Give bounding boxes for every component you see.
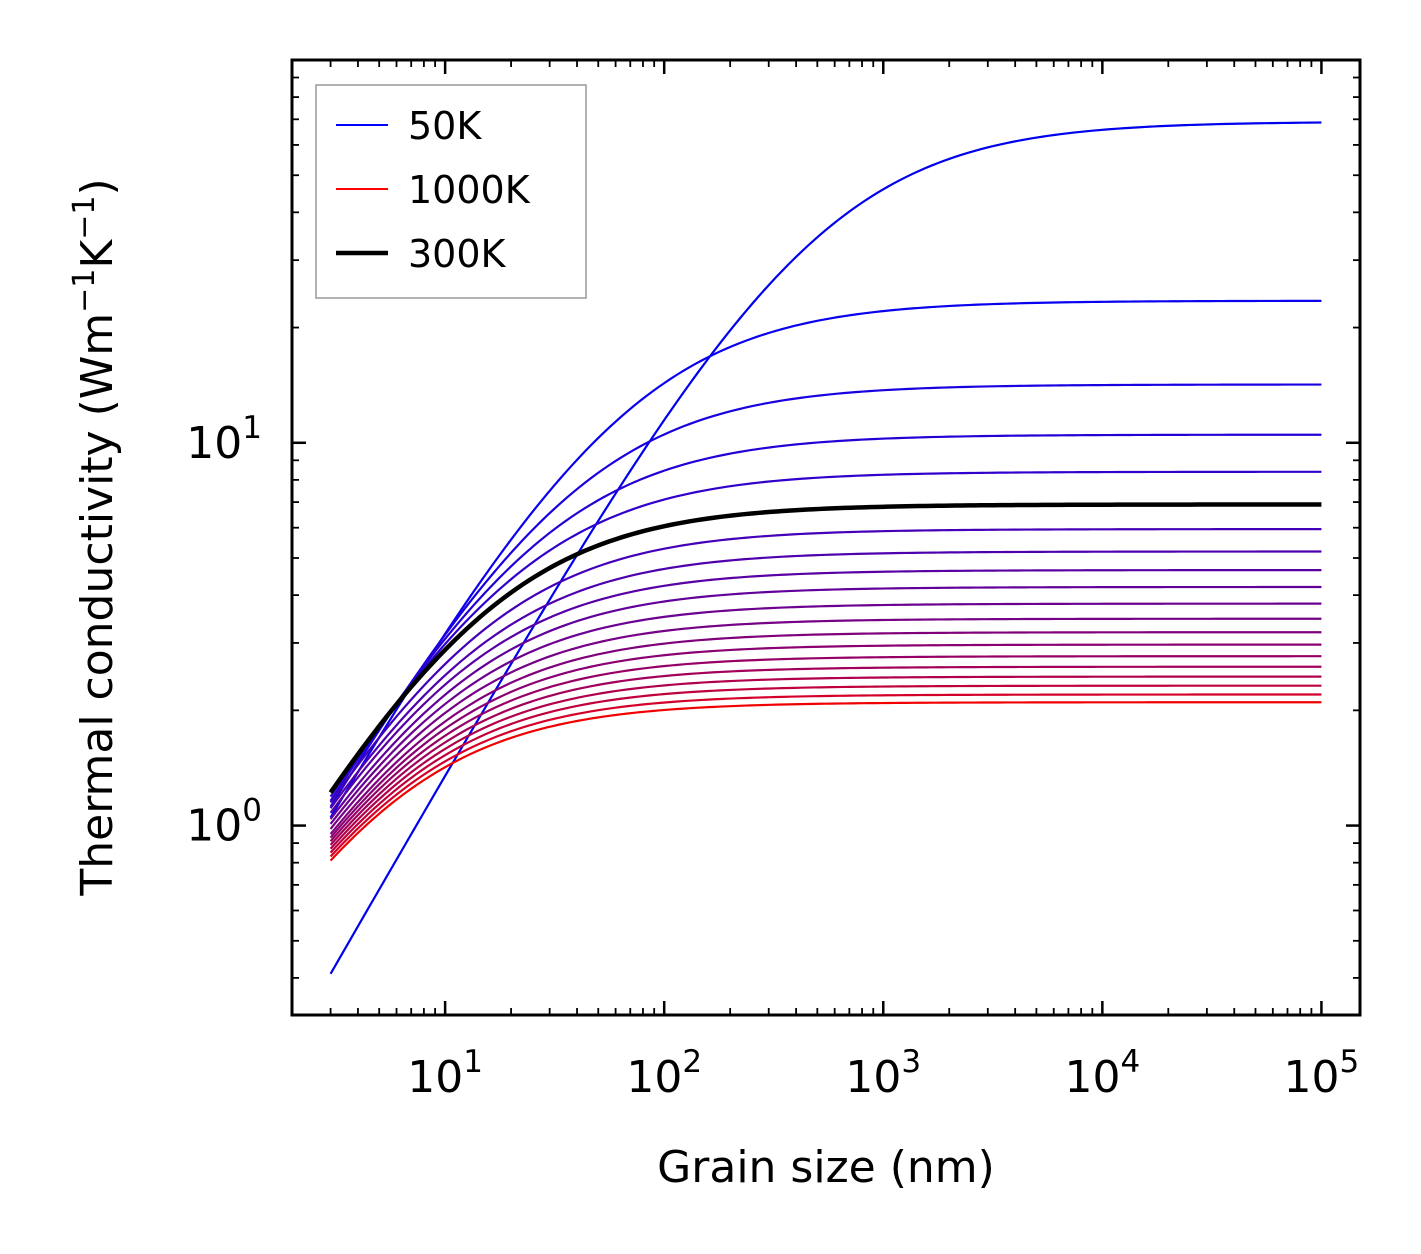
legend-label-1000k: 1000K (408, 168, 531, 212)
x-tick-label: 102 (626, 1044, 702, 1103)
series-line-700k (329, 643, 1322, 839)
series-line-200k (329, 433, 1322, 802)
series-line-1000k (329, 701, 1322, 862)
legend-label-300k: 300K (408, 232, 507, 276)
series-line-600k (329, 617, 1322, 830)
y-tick-base: 10 (186, 418, 242, 469)
series-line-950k (329, 693, 1322, 858)
x-tick-label: 105 (1284, 1044, 1360, 1103)
x-tick-exponent: 5 (1340, 1044, 1360, 1080)
series-line-550k (329, 602, 1322, 825)
legend-label-50k: 50K (408, 104, 482, 148)
y-tick-base: 10 (186, 801, 242, 852)
x-tick-base: 10 (1284, 1052, 1340, 1103)
series-line-750k (329, 655, 1322, 842)
series-line-150k (329, 383, 1322, 808)
series-layer (328, 121, 1322, 975)
y-axis-title-sup1: −1 (67, 269, 102, 313)
x-tick-label: 104 (1064, 1044, 1140, 1103)
tick-layer (291, 58, 1360, 1015)
x-tick-base: 10 (626, 1052, 682, 1103)
x-tick-label: 101 (407, 1044, 483, 1103)
x-tick-label: 103 (845, 1044, 921, 1103)
plot-frame (290, 58, 1362, 1017)
series-line-450k (329, 569, 1322, 814)
series-line-300k (328, 502, 1322, 794)
series-line-850k (329, 675, 1322, 850)
series-line-350k (329, 528, 1322, 803)
y-tick-exponent: 0 (242, 793, 262, 829)
series-line-400k (329, 550, 1322, 809)
series-line-100k (329, 299, 1322, 819)
series-line-800k (329, 665, 1322, 846)
y-axis-title-main: Thermal conductivity (Wm (72, 313, 123, 897)
series-line-900k (329, 684, 1322, 854)
x-tick-base: 10 (407, 1052, 463, 1103)
x-tick-exponent: 3 (901, 1044, 921, 1080)
legend-box (315, 84, 587, 299)
x-tick-base: 10 (845, 1052, 901, 1103)
y-axis-title-sup2: −1 (67, 196, 102, 240)
x-tick-exponent: 2 (682, 1044, 702, 1080)
y-tick-label: 101 (186, 410, 262, 469)
legend: 50K 1000K 300K (315, 84, 587, 299)
x-axis-title: Grain size (nm) (657, 1142, 995, 1193)
x-tick-exponent: 4 (1120, 1044, 1140, 1080)
y-axis-title-end: ) (72, 178, 123, 195)
y-tick-exponent: 1 (242, 410, 262, 446)
x-tick-exponent: 1 (463, 1044, 483, 1080)
x-tick-labels: 101 102 103 104 105 (407, 1044, 1359, 1103)
y-axis-title: Thermal conductivity (Wm−1K−1) (67, 178, 123, 896)
y-axis-title-mid: K (72, 239, 123, 269)
series-line-500k (329, 585, 1322, 820)
series-line-250k (329, 470, 1322, 798)
series-line-650k (329, 631, 1322, 835)
x-tick-base: 10 (1064, 1052, 1120, 1103)
y-tick-label: 100 (186, 793, 262, 852)
